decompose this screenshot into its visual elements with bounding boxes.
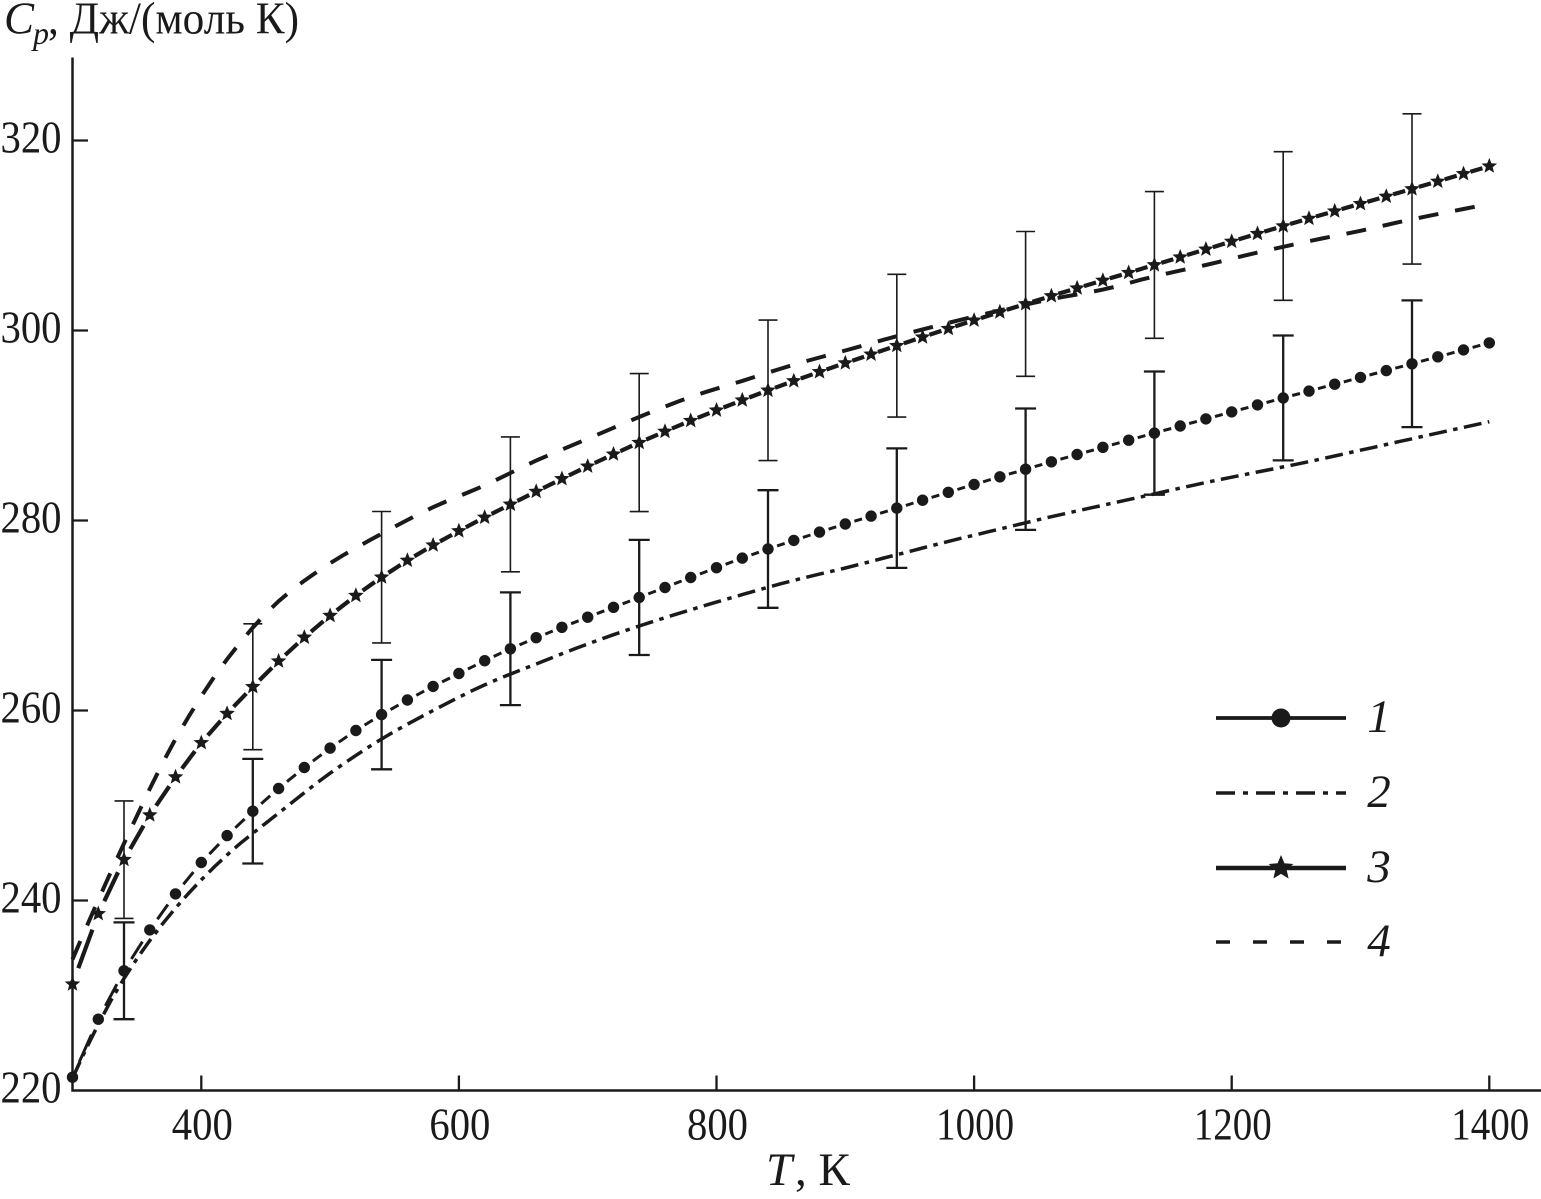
svg-text:p: p bbox=[31, 15, 49, 51]
svg-text:400: 400 bbox=[172, 1099, 233, 1150]
svg-text:T: T bbox=[766, 1144, 795, 1196]
svg-text:2: 2 bbox=[1367, 766, 1391, 818]
svg-text:800: 800 bbox=[687, 1099, 748, 1150]
svg-text:280: 280 bbox=[1, 492, 62, 543]
svg-text:600: 600 bbox=[429, 1099, 490, 1150]
svg-text:1200: 1200 bbox=[1194, 1099, 1272, 1150]
svg-text:300: 300 bbox=[1, 302, 62, 353]
svg-text:, Дж/(моль К): , Дж/(моль К) bbox=[48, 0, 299, 44]
svg-text:240: 240 bbox=[1, 872, 62, 923]
svg-text:C: C bbox=[4, 0, 35, 44]
svg-text:, К: , К bbox=[795, 1144, 851, 1196]
svg-text:260: 260 bbox=[1, 682, 62, 733]
svg-text:3: 3 bbox=[1366, 841, 1391, 893]
svg-text:1400: 1400 bbox=[1451, 1099, 1529, 1150]
svg-text:220: 220 bbox=[1, 1062, 62, 1113]
svg-text:1000: 1000 bbox=[936, 1099, 1014, 1150]
svg-text:1: 1 bbox=[1367, 691, 1391, 743]
svg-text:4: 4 bbox=[1367, 915, 1391, 967]
svg-text:320: 320 bbox=[1, 112, 62, 163]
